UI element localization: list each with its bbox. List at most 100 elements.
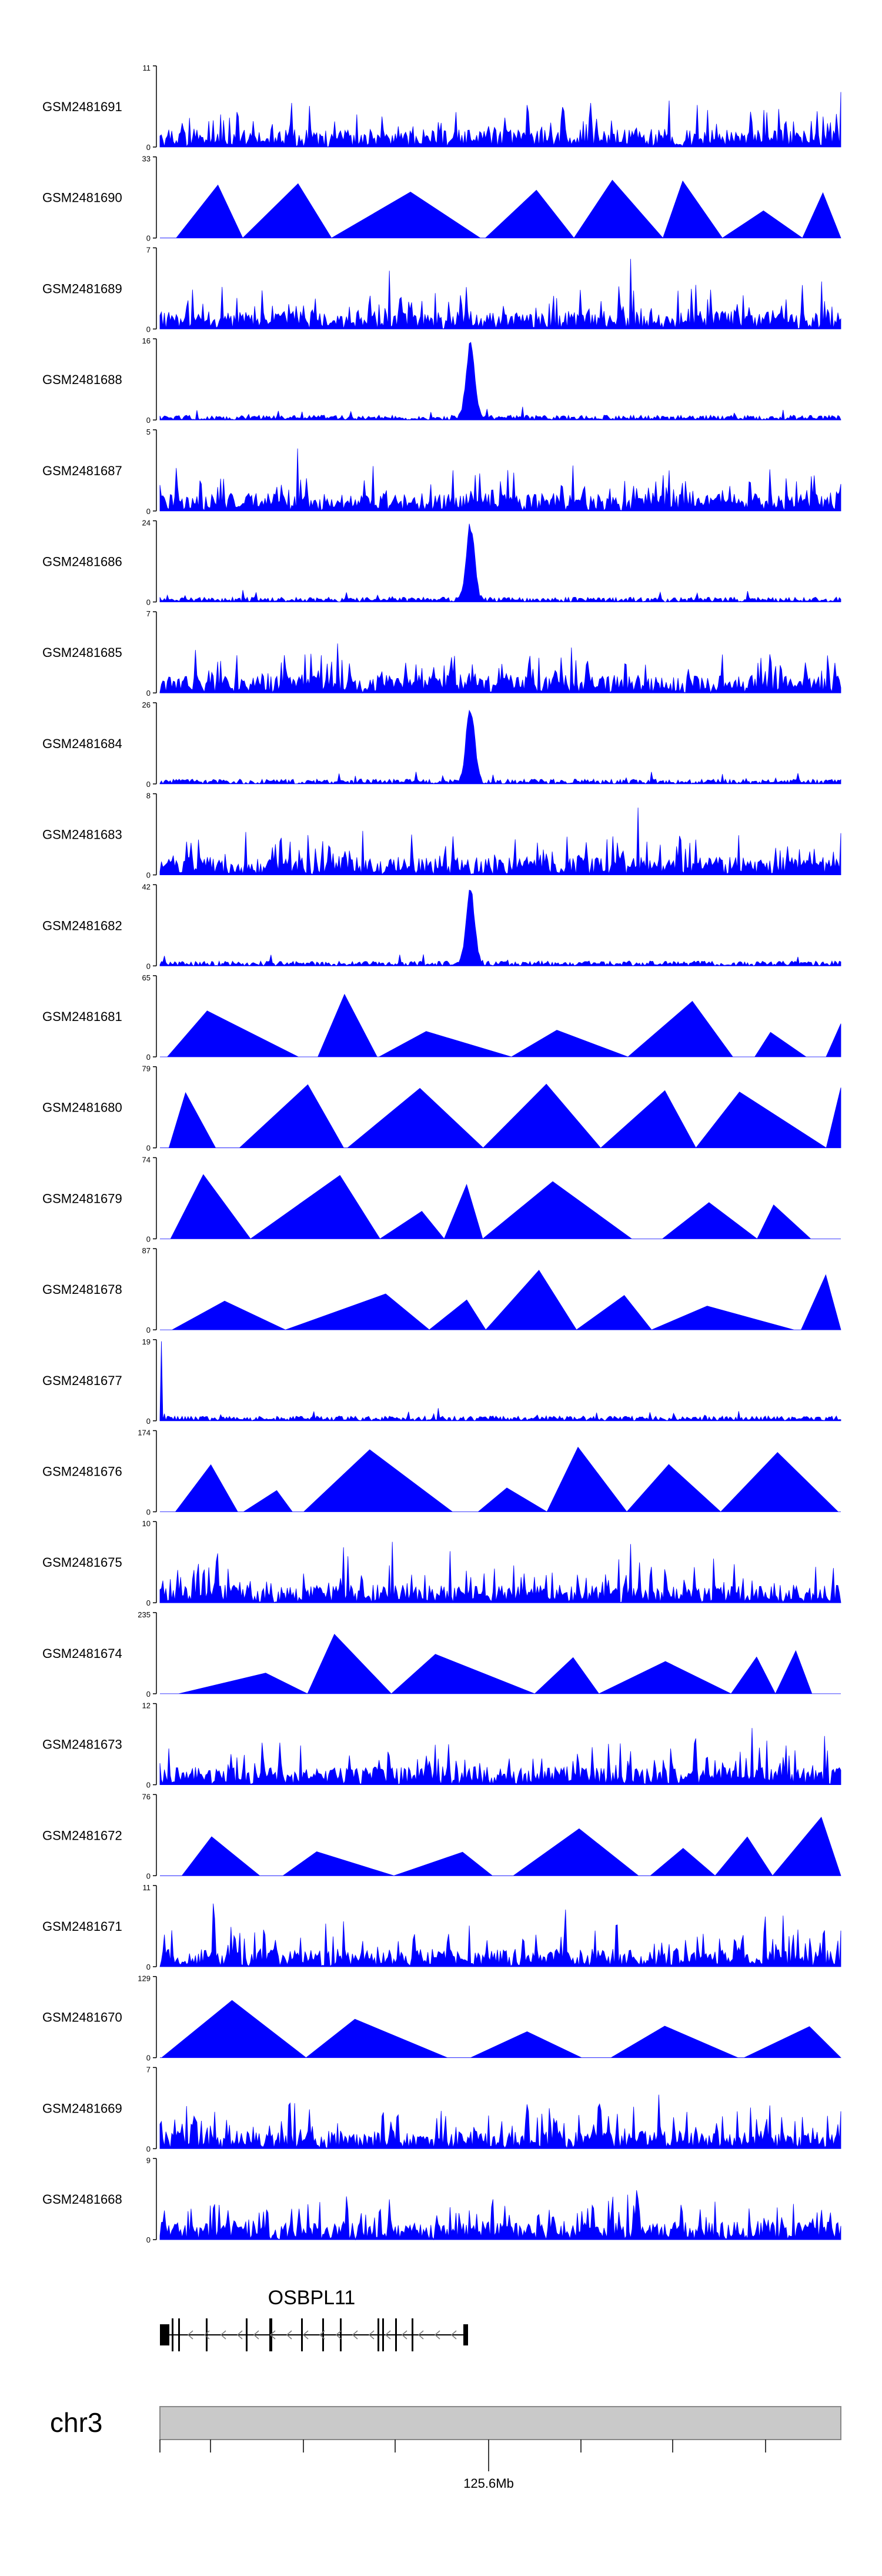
y-min-label: 0 xyxy=(146,1599,151,1607)
gene-exon xyxy=(322,2318,324,2351)
coverage-area xyxy=(160,1633,841,1694)
y-min-label: 0 xyxy=(146,2235,151,2244)
track-label: GSM2481689 xyxy=(42,281,122,296)
track-GSM2481691: GSM2481691 11 0 xyxy=(42,64,841,152)
y-max-label: 10 xyxy=(142,1519,151,1528)
track-label: GSM2481679 xyxy=(42,1191,122,1206)
gene-exon xyxy=(206,2318,208,2351)
chromosome-ideogram: chr3 125.6Mb xyxy=(50,2406,841,2491)
track-GSM2481672: GSM2481672 76 0 xyxy=(42,1792,841,1880)
y-max-label: 79 xyxy=(142,1065,151,1073)
coverage-tracks: GSM2481691110GSM2481690330GSM248168970GS… xyxy=(42,64,841,2244)
strand-arrow xyxy=(335,2330,342,2340)
track-label: GSM2481668 xyxy=(42,2192,122,2207)
y-min-label: 0 xyxy=(146,1963,151,1971)
track-GSM2481684: GSM2481684 26 0 xyxy=(42,700,841,789)
chromosome-label: chr3 xyxy=(50,2407,102,2438)
chromosome-band xyxy=(159,2406,841,2440)
track-label: GSM2481677 xyxy=(42,1373,122,1388)
track-GSM2481670: GSM2481670 129 0 xyxy=(42,1974,841,2063)
track-GSM2481676: GSM2481676 174 0 xyxy=(42,1429,841,1517)
coverage-area xyxy=(159,1903,841,1967)
y-min-label: 0 xyxy=(146,1690,151,1699)
y-min-label: 0 xyxy=(146,1326,151,1334)
coverage-area xyxy=(159,448,841,512)
y-max-label: 11 xyxy=(143,64,151,72)
strand-arrow xyxy=(450,2330,457,2340)
track-GSM2481682: GSM2481682 42 0 xyxy=(42,882,841,970)
strand-arrow xyxy=(319,2330,325,2340)
track-GSM2481690: GSM2481690 33 0 xyxy=(42,155,841,243)
coverage-area xyxy=(159,643,841,694)
y-max-label: 7 xyxy=(146,2065,151,2074)
y-min-label: 0 xyxy=(146,1871,151,1880)
track-GSM2481671: GSM2481671 11 0 xyxy=(42,1883,841,1971)
track-label: GSM2481682 xyxy=(42,918,122,933)
gene-exon xyxy=(382,2318,384,2351)
gene-exon xyxy=(301,2318,303,2351)
y-min-label: 0 xyxy=(146,1781,151,1790)
strand-arrow xyxy=(417,2330,424,2340)
gene-track: OSBPL11 xyxy=(160,2287,468,2351)
y-max-label: 42 xyxy=(142,882,151,891)
coverage-area xyxy=(160,1083,841,1149)
track-label: GSM2481681 xyxy=(42,1009,122,1024)
coordinate-label: 125.6Mb xyxy=(463,2476,514,2491)
coverage-area xyxy=(159,259,841,329)
track-GSM2481685: GSM2481685 7 0 xyxy=(42,609,841,698)
coverage-area xyxy=(160,993,841,1057)
gene-exon xyxy=(178,2318,180,2351)
coverage-area xyxy=(159,2190,841,2241)
coverage-area xyxy=(160,1446,841,1513)
strand-arrow xyxy=(385,2330,391,2340)
strand-arrow xyxy=(187,2330,193,2340)
strand-arrow xyxy=(220,2330,226,2340)
y-min-label: 0 xyxy=(146,2144,151,2153)
coverage-area xyxy=(159,1541,841,1603)
coverage-area xyxy=(159,342,841,421)
track-label: GSM2481685 xyxy=(42,645,122,660)
track-GSM2481679: GSM2481679 74 0 xyxy=(42,1155,841,1243)
y-max-label: 12 xyxy=(142,1701,151,1710)
track-label: GSM2481687 xyxy=(42,463,122,478)
coverage-area xyxy=(159,709,841,785)
track-GSM2481683: GSM2481683 8 0 xyxy=(42,792,841,880)
y-min-label: 0 xyxy=(146,1234,151,1243)
y-min-label: 0 xyxy=(146,1508,151,1517)
y-max-label: 26 xyxy=(142,700,151,709)
strand-arrow xyxy=(269,2330,276,2340)
strand-arrow xyxy=(203,2330,210,2340)
coverage-area xyxy=(159,2094,841,2150)
coverage-area xyxy=(159,889,841,967)
y-min-label: 0 xyxy=(146,1053,151,1062)
strand-arrow xyxy=(434,2330,440,2340)
track-label: GSM2481674 xyxy=(42,1646,122,1661)
y-max-label: 235 xyxy=(138,1610,151,1619)
y-max-label: 8 xyxy=(146,792,151,800)
y-min-label: 0 xyxy=(146,2054,151,2063)
track-label: GSM2481683 xyxy=(42,827,122,842)
gene-exon xyxy=(412,2318,413,2351)
y-max-label: 87 xyxy=(142,1246,151,1255)
coverage-area xyxy=(160,1174,841,1240)
y-min-label: 0 xyxy=(146,325,151,333)
coverage-area xyxy=(159,92,841,148)
y-max-label: 24 xyxy=(142,519,151,528)
track-GSM2481678: GSM2481678 87 0 xyxy=(42,1246,841,1334)
gene-exon xyxy=(340,2318,342,2351)
track-GSM2481674: GSM2481674 235 0 xyxy=(42,1610,841,1699)
track-label: GSM2481691 xyxy=(42,99,122,114)
strand-arrow xyxy=(352,2330,358,2340)
y-min-label: 0 xyxy=(146,507,151,516)
strand-arrow xyxy=(302,2330,309,2340)
y-max-label: 7 xyxy=(146,609,151,618)
track-GSM2481686: GSM2481686 24 0 xyxy=(42,519,841,607)
track-label: GSM2481676 xyxy=(42,1464,122,1479)
track-label: GSM2481680 xyxy=(42,1100,122,1115)
y-max-label: 74 xyxy=(142,1155,151,1164)
coverage-area xyxy=(160,1816,841,1876)
track-label: GSM2481671 xyxy=(42,1919,122,1934)
track-GSM2481688: GSM2481688 16 0 xyxy=(42,336,841,425)
y-min-label: 0 xyxy=(146,689,151,698)
